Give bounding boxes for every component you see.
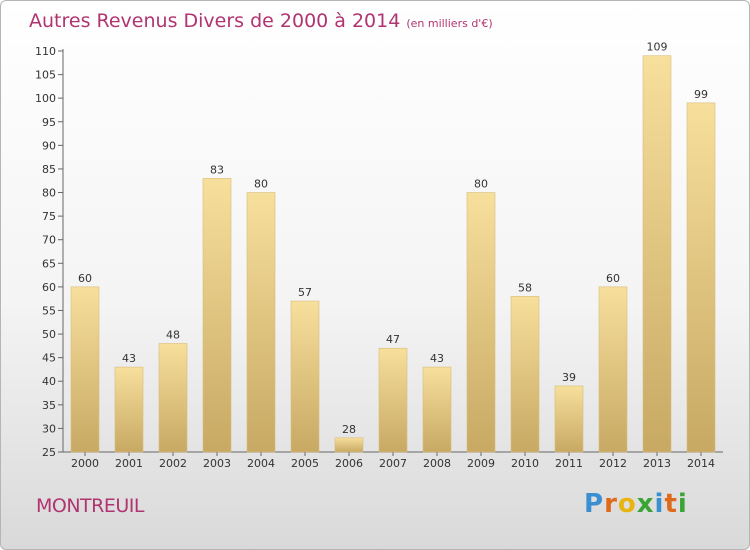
bar-value-label: 60 — [606, 272, 620, 285]
bar — [70, 286, 100, 453]
logo-letter: o — [617, 489, 637, 519]
y-tick-label: 50 — [42, 328, 56, 341]
city-name: MONTREUIL — [36, 495, 144, 517]
y-tick-label: 100 — [35, 92, 56, 105]
bar — [686, 102, 716, 453]
bar — [334, 437, 364, 453]
y-tick-label: 95 — [42, 116, 56, 129]
y-tick-label: 70 — [42, 234, 56, 247]
bar-value-label: 43 — [430, 352, 444, 365]
bar — [202, 178, 232, 453]
bar-value-label: 43 — [122, 352, 136, 365]
x-tick-label: 2014 — [687, 457, 715, 470]
bar-value-label: 39 — [562, 371, 576, 384]
bar — [642, 55, 672, 453]
x-tick-label: 2007 — [379, 457, 407, 470]
x-tick-label: 2012 — [599, 457, 627, 470]
y-tick-label: 35 — [42, 399, 56, 412]
bar-value-label: 109 — [647, 41, 668, 54]
logo-letter: x — [636, 489, 655, 519]
x-tick-label: 2009 — [467, 457, 495, 470]
y-tick-label: 105 — [35, 69, 56, 82]
y-tick-label: 75 — [42, 210, 56, 223]
x-tick-label: 2004 — [247, 457, 275, 470]
logo-letter: i — [654, 489, 665, 519]
bar — [378, 347, 408, 453]
bar — [510, 296, 540, 453]
logo-letter: P — [584, 489, 605, 519]
y-tick-label: 80 — [42, 187, 56, 200]
x-tick-label: 2010 — [511, 457, 539, 470]
x-tick-label: 2006 — [335, 457, 363, 470]
bar-value-label: 28 — [342, 423, 356, 436]
bar — [290, 300, 320, 453]
x-tick-label: 2001 — [115, 457, 143, 470]
y-tick-label: 25 — [42, 446, 56, 459]
bar-value-label: 99 — [694, 88, 708, 101]
bar-value-label: 58 — [518, 281, 532, 294]
x-tick-label: 2008 — [423, 457, 451, 470]
y-tick-label: 40 — [42, 375, 56, 388]
y-tick-label: 60 — [42, 281, 56, 294]
bar-value-label: 83 — [210, 163, 224, 176]
logo-letter: i — [677, 489, 688, 519]
bar-value-label: 60 — [78, 272, 92, 285]
title-line: Autres Revenus Divers de 2000 à 2014 (en … — [29, 10, 493, 32]
x-tick-label: 2002 — [159, 457, 187, 470]
logo-letter: t — [664, 489, 678, 519]
bar — [466, 192, 496, 453]
bar — [598, 286, 628, 453]
bar — [246, 192, 276, 453]
y-tick-label: 90 — [42, 139, 56, 152]
x-tick-label: 2000 — [71, 457, 99, 470]
y-tick-label: 45 — [42, 352, 56, 365]
x-tick-label: 2005 — [291, 457, 319, 470]
chart-title: Autres Revenus Divers de 2000 à 2014 — [29, 10, 401, 32]
x-tick-label: 2013 — [643, 457, 671, 470]
bar — [422, 366, 452, 453]
bar-value-label: 47 — [386, 333, 400, 346]
bar-value-label: 48 — [166, 328, 180, 341]
logo-letter: r — [604, 489, 618, 519]
bar-value-label: 80 — [474, 178, 488, 191]
y-tick-label: 55 — [42, 304, 56, 317]
bar-value-label: 57 — [298, 286, 312, 299]
proxiti-logo: Proxiti — [584, 489, 688, 519]
bar-value-label: 80 — [254, 178, 268, 191]
x-tick-label: 2011 — [555, 457, 583, 470]
bar — [114, 366, 144, 453]
bar — [554, 385, 584, 453]
bar — [158, 343, 188, 453]
y-tick-label: 65 — [42, 257, 56, 270]
y-tick-label: 85 — [42, 163, 56, 176]
chart-unit: (en milliers d'€) — [406, 17, 493, 30]
y-tick-label: 30 — [42, 422, 56, 435]
y-tick-label: 110 — [35, 45, 56, 58]
x-tick-label: 2003 — [203, 457, 231, 470]
